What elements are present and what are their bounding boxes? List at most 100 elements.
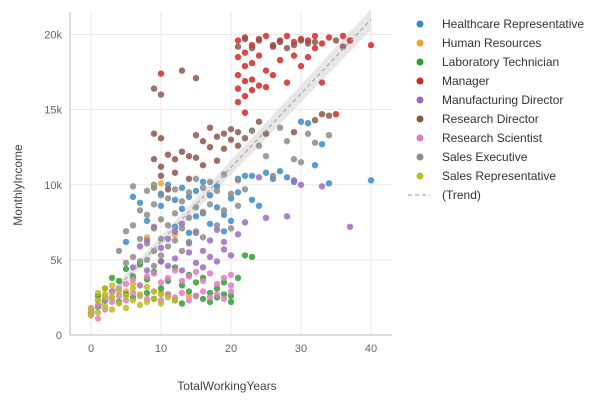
scatter-point <box>234 43 242 50</box>
scatter-point <box>248 253 256 261</box>
scatter-point <box>178 247 186 255</box>
scatter-point <box>136 235 144 243</box>
legend-item[interactable]: Manufacturing Director <box>416 93 564 107</box>
scatter-point <box>143 273 151 280</box>
scatter-point <box>248 172 256 179</box>
scatter-point <box>311 38 319 46</box>
scatter-point <box>129 183 137 190</box>
legend-marker <box>416 77 424 85</box>
scatter-point <box>227 225 235 232</box>
x-tick-label: 10 <box>155 343 167 355</box>
scatter-point <box>94 297 102 304</box>
scatter-point <box>220 246 228 253</box>
scatter-point <box>150 295 158 303</box>
scatter-point <box>255 52 263 59</box>
scatter-point <box>122 259 130 267</box>
scatter-point <box>332 111 340 118</box>
legend-item[interactable]: Sales Representative <box>416 169 557 183</box>
scatter-point <box>136 301 144 309</box>
scatter-point <box>206 220 214 227</box>
scatter-point <box>325 112 333 119</box>
scatter-point <box>192 292 200 300</box>
scatter-point <box>192 154 200 161</box>
scatter-point <box>234 142 242 149</box>
scatter-point <box>178 205 186 212</box>
scatter-point <box>311 32 319 40</box>
legend-item[interactable]: Healthcare Representative <box>416 17 585 31</box>
scatter-point <box>213 187 221 194</box>
scatter-point <box>157 135 165 142</box>
legend-item[interactable]: Sales Executive <box>416 150 528 164</box>
scatter-point <box>171 169 179 176</box>
scatter-point <box>276 38 284 46</box>
scatter-point <box>164 195 172 202</box>
scatter-point <box>339 32 347 40</box>
scatter-point <box>157 91 165 98</box>
scatter-point <box>136 282 144 289</box>
legend-label: Laboratory Technician <box>442 55 559 69</box>
scatter-point <box>255 37 263 44</box>
scatter-point <box>199 277 207 285</box>
legend-marker <box>416 172 424 180</box>
legend-label: (Trend) <box>442 188 481 202</box>
scatter-point <box>213 226 221 233</box>
scatter-point <box>227 292 235 300</box>
scatter-point <box>178 220 186 227</box>
scatter-point <box>283 213 291 220</box>
scatter-point <box>129 253 137 261</box>
scatter-point <box>192 228 200 235</box>
scatter-point <box>171 255 179 262</box>
scatter-point <box>178 184 186 191</box>
legend-item-trend[interactable]: (Trend) <box>408 188 481 202</box>
scatter-point <box>206 237 214 244</box>
legend-item[interactable]: Manager <box>416 74 490 88</box>
scatter-point <box>192 74 200 82</box>
legend-label: Manager <box>442 74 489 88</box>
scatter-point <box>318 183 326 190</box>
scatter-point <box>213 258 221 265</box>
legend-label: Manufacturing Director <box>442 93 563 107</box>
y-axis-title: MonthlyIncome <box>11 144 25 226</box>
scatter-point <box>297 118 305 125</box>
scatter-point <box>164 186 172 193</box>
scatter-point <box>143 256 151 264</box>
scatter-point <box>171 210 179 217</box>
legend-label: Healthcare Representative <box>442 17 584 31</box>
scatter-point <box>136 199 144 206</box>
scatter-point <box>108 298 116 306</box>
scatter-point <box>108 282 116 289</box>
scatter-point <box>143 240 151 247</box>
scatter-point <box>157 300 165 307</box>
scatter-point <box>213 133 221 140</box>
scatter-point <box>157 244 165 252</box>
scatter-point <box>234 177 242 184</box>
scatter-point <box>157 216 165 223</box>
scatter-point <box>227 190 235 197</box>
scatter-point <box>304 53 312 61</box>
scatter-point <box>129 289 137 297</box>
scatter-point <box>206 144 214 151</box>
legend-item[interactable]: Research Director <box>416 112 539 126</box>
scatter-point <box>94 301 102 309</box>
scatter-point <box>171 186 179 193</box>
scatter-point <box>262 153 270 160</box>
scatter-point <box>297 181 305 188</box>
scatter-point <box>318 111 326 118</box>
legend-marker <box>416 20 424 28</box>
legend-item[interactable]: Laboratory Technician <box>416 55 560 69</box>
scatter-point <box>150 270 158 277</box>
scatter-point <box>234 189 242 196</box>
legend-item[interactable]: Human Resources <box>416 36 542 50</box>
scatter-point <box>234 37 242 44</box>
scatter-point <box>248 86 256 94</box>
scatter-point <box>192 175 200 182</box>
scatter-point <box>325 34 333 41</box>
scatter-point <box>318 40 326 47</box>
legend-item[interactable]: Research Scientist <box>416 131 543 145</box>
scatter-point <box>185 292 193 300</box>
scatter-point <box>143 289 151 297</box>
scatter-point <box>227 282 235 289</box>
scatter-point <box>213 157 221 164</box>
scatter-point <box>129 297 137 304</box>
scatter-point <box>311 139 319 146</box>
